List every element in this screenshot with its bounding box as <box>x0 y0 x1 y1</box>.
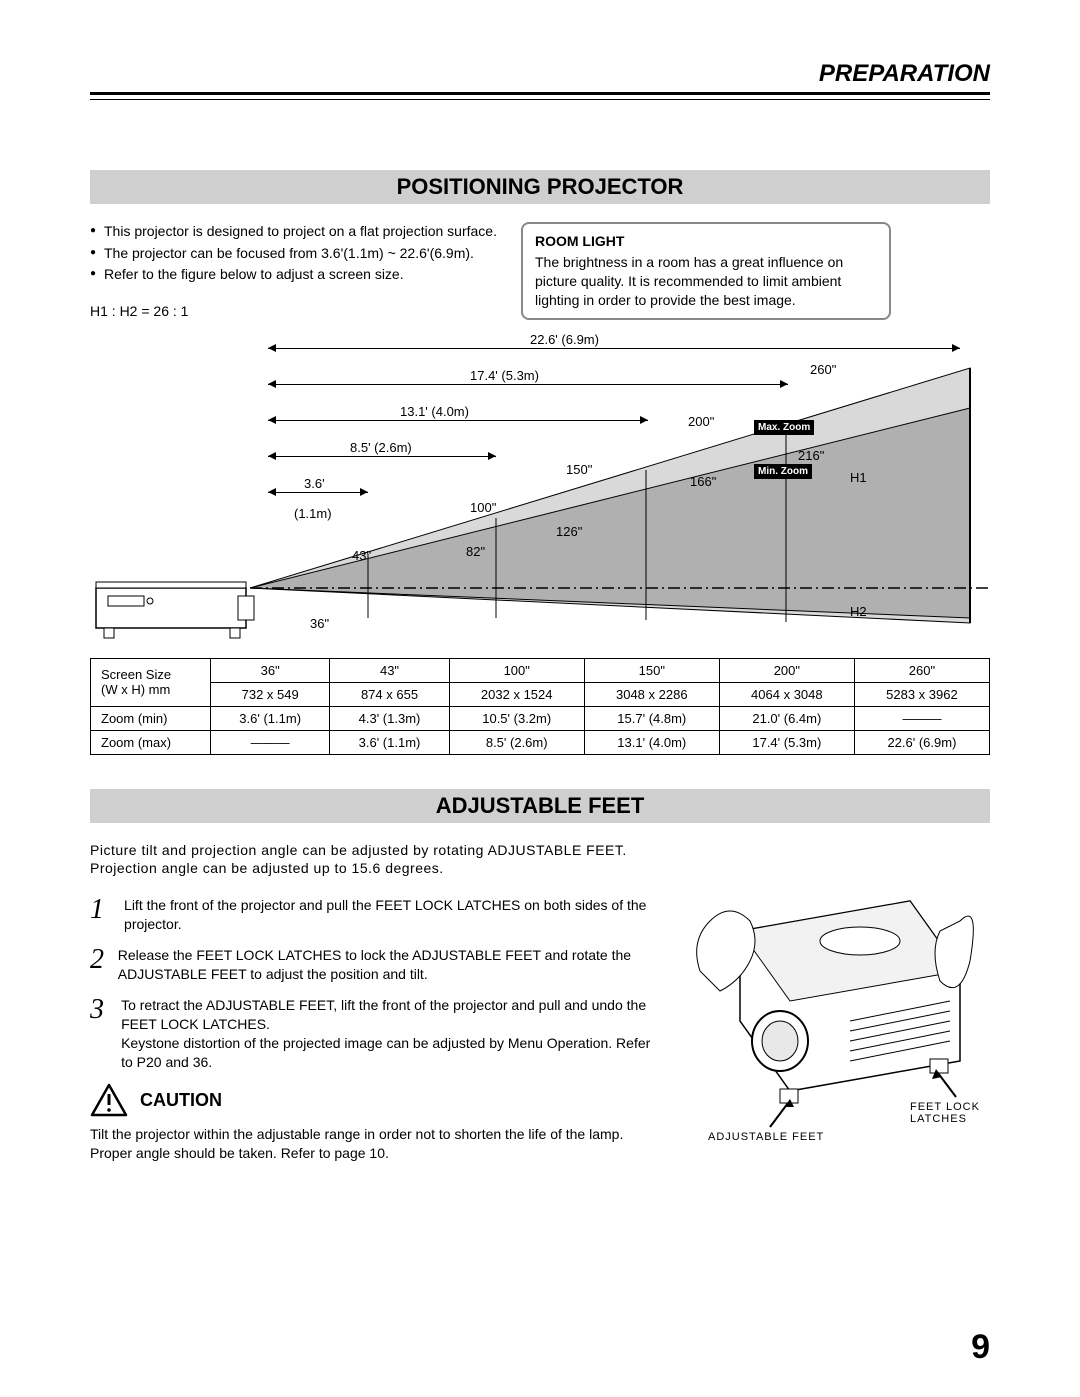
bullet-2: The projector can be focused from 3.6'(1… <box>90 244 497 264</box>
room-light-title: ROOM LIGHT <box>535 232 877 251</box>
bullet-1: This projector is designed to project on… <box>90 222 497 242</box>
h1-label: H1 <box>850 470 867 485</box>
projection-diagram: 22.6' (6.9m) 17.4' (5.3m) 13.1' (4.0m) 8… <box>90 338 990 648</box>
dim-5: 5283 x 3962 <box>854 682 989 706</box>
mn126: 126" <box>556 524 582 539</box>
adj-intro: Picture tilt and projection angle can be… <box>90 841 660 879</box>
zmax-1: 3.6' (1.1m) <box>330 730 449 754</box>
dim-3: 3048 x 2286 <box>584 682 719 706</box>
sz43: 43" <box>352 548 371 563</box>
col-150: 150" <box>584 658 719 682</box>
step-num-3: 3 <box>90 996 109 1072</box>
dist-3-6a: 3.6' <box>304 476 325 491</box>
zmin-4: 21.0' (6.4m) <box>719 706 854 730</box>
h2-label: H2 <box>850 604 867 619</box>
bullet-3: Refer to the figure below to adjust a sc… <box>90 265 497 285</box>
zmin-3: 15.7' (4.8m) <box>584 706 719 730</box>
col-260: 260" <box>854 658 989 682</box>
dim-0: 732 x 549 <box>211 682 330 706</box>
arrow-3-6 <box>268 492 368 493</box>
arrow-8-5 <box>268 456 496 457</box>
caution-icon <box>90 1083 128 1117</box>
dist-17-4: 17.4' (5.3m) <box>470 368 539 383</box>
projector-hands-icon <box>680 841 980 1131</box>
step-2: 2 Release the FEET LOCK LATCHES to lock … <box>90 946 660 984</box>
dist-3-6b: (1.1m) <box>294 506 332 521</box>
mn216: 216" <box>798 448 824 463</box>
positioning-text-col: This projector is designed to project on… <box>90 222 497 320</box>
step-text-2: Release the FEET LOCK LATCHES to lock th… <box>118 946 660 984</box>
dim-1: 874 x 655 <box>330 682 449 706</box>
room-light-box: ROOM LIGHT The brightness in a room has … <box>521 222 891 320</box>
zmax-3: 13.1' (4.0m) <box>584 730 719 754</box>
arrow-22-6 <box>268 348 960 349</box>
page-number: 9 <box>971 1328 990 1367</box>
sz260: 260" <box>810 362 836 377</box>
step-num-1: 1 <box>90 896 112 934</box>
zmin-0: 3.6' (1.1m) <box>211 706 330 730</box>
dim-4: 4064 x 3048 <box>719 682 854 706</box>
section-adjustable-title: ADJUSTABLE FEET <box>90 789 990 823</box>
zmin-2: 10.5' (3.2m) <box>449 706 584 730</box>
th-zoom-min: Zoom (min) <box>91 706 211 730</box>
step-text-3: To retract the ADJUSTABLE FEET, lift the… <box>121 996 660 1072</box>
projector-side-icon <box>90 568 260 648</box>
label-feet-lock: FEET LOCK LATCHES <box>910 1101 980 1125</box>
step-1: 1 Lift the front of the projector and pu… <box>90 896 660 934</box>
arrow-13-1 <box>268 420 648 421</box>
page-header: PREPARATION <box>90 60 990 95</box>
caution-row: CAUTION <box>90 1083 660 1117</box>
sz150: 150" <box>566 462 592 477</box>
table-row-head: Screen Size(W x H) mm 36" 43" 100" 150" … <box>91 658 990 682</box>
min-zoom-badge: Min. Zoom <box>754 464 812 479</box>
header-rule <box>90 99 990 100</box>
zmax-5: 22.6' (6.9m) <box>854 730 989 754</box>
room-light-body: The brightness in a room has a great inf… <box>535 253 877 310</box>
mn166: 166" <box>690 474 716 489</box>
ratio-text: H1 : H2 = 26 : 1 <box>90 303 497 319</box>
adjustable-row: Picture tilt and projection angle can be… <box>90 841 990 1164</box>
section-positioning-title: POSITIONING PROJECTOR <box>90 170 990 204</box>
sz200: 200" <box>688 414 714 429</box>
dist-8-5: 8.5' (2.6m) <box>350 440 412 455</box>
table-row-dims: 732 x 549 874 x 655 2032 x 1524 3048 x 2… <box>91 682 990 706</box>
step-text-1: Lift the front of the projector and pull… <box>124 896 660 934</box>
adjustable-left-col: Picture tilt and projection angle can be… <box>90 841 660 1164</box>
th-zoom-max: Zoom (max) <box>91 730 211 754</box>
table-row-zoom-max: Zoom (max) ——— 3.6' (1.1m) 8.5' (2.6m) 1… <box>91 730 990 754</box>
arrow-17-4 <box>268 384 788 385</box>
step-num-2: 2 <box>90 946 106 984</box>
screen-size-table: Screen Size(W x H) mm 36" 43" 100" 150" … <box>90 658 990 755</box>
bullet-list: This projector is designed to project on… <box>90 222 497 285</box>
col-43: 43" <box>330 658 449 682</box>
dim-2: 2032 x 1524 <box>449 682 584 706</box>
zmin-1: 4.3' (1.3m) <box>330 706 449 730</box>
caution-label: CAUTION <box>140 1088 222 1112</box>
zmax-2: 8.5' (2.6m) <box>449 730 584 754</box>
sz100: 100" <box>470 500 496 515</box>
projection-fan <box>250 348 990 648</box>
dist-13-1: 13.1' (4.0m) <box>400 404 469 419</box>
col-100: 100" <box>449 658 584 682</box>
zmax-0: ——— <box>211 730 330 754</box>
caution-body: Tilt the projector within the adjustable… <box>90 1125 660 1163</box>
table-row-zoom-min: Zoom (min) 3.6' (1.1m) 4.3' (1.3m) 10.5'… <box>91 706 990 730</box>
col-36: 36" <box>211 658 330 682</box>
dist-22-6: 22.6' (6.9m) <box>530 332 599 347</box>
zmin-5: ——— <box>854 706 989 730</box>
adjustable-illustration: ADJUSTABLE FEET FEET LOCK LATCHES <box>680 841 990 1164</box>
mn82: 82" <box>466 544 485 559</box>
step-3: 3 To retract the ADJUSTABLE FEET, lift t… <box>90 996 660 1072</box>
max-zoom-badge: Max. Zoom <box>754 420 814 435</box>
positioning-top-row: This projector is designed to project on… <box>90 222 990 320</box>
label-adjustable-feet: ADJUSTABLE FEET <box>708 1131 824 1143</box>
th-screen-size: Screen Size(W x H) mm <box>91 658 211 706</box>
mn36: 36" <box>310 616 329 631</box>
col-200: 200" <box>719 658 854 682</box>
zmax-4: 17.4' (5.3m) <box>719 730 854 754</box>
